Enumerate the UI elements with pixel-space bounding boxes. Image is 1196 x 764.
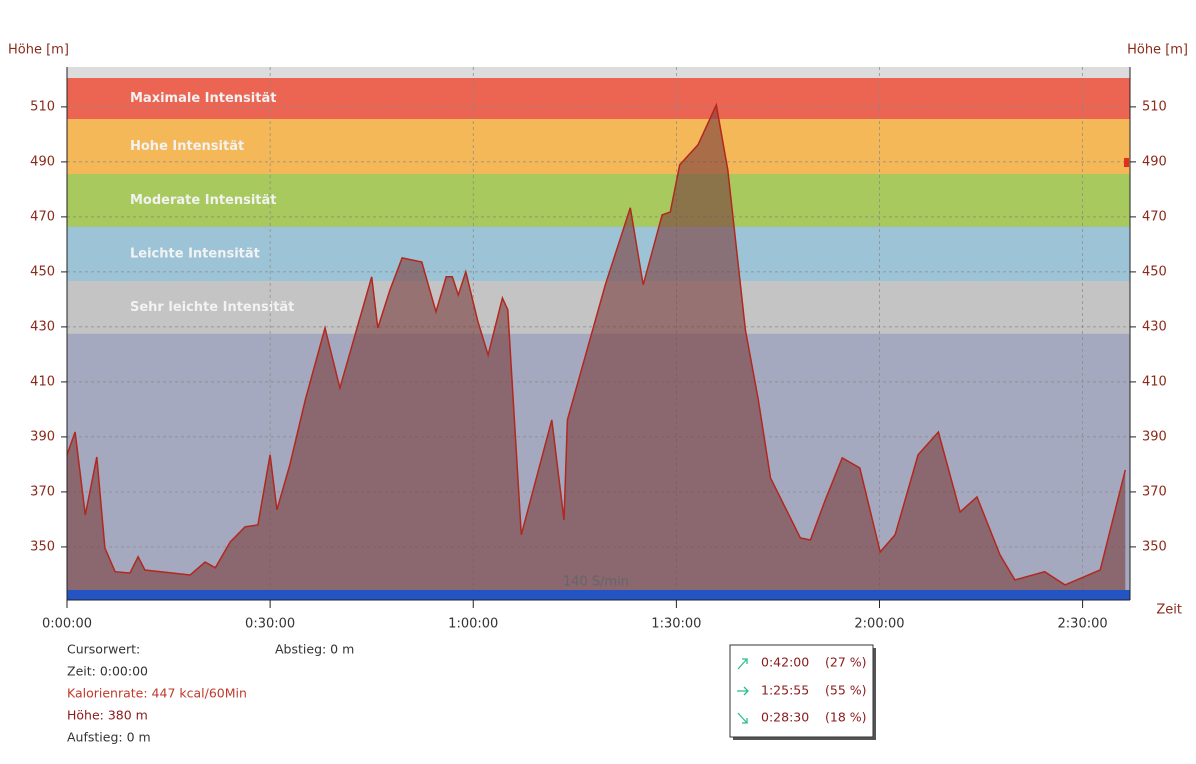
y-tick-label: 370 bbox=[30, 484, 55, 499]
x-tick-label: 1:30:00 bbox=[651, 617, 701, 632]
heart-rate-bar bbox=[67, 590, 1130, 600]
y-tick-label: 470 bbox=[30, 209, 55, 224]
intensity-band bbox=[67, 173, 1130, 227]
y2-tick-label: 410 bbox=[1142, 374, 1167, 389]
y-tick-label: 430 bbox=[30, 319, 55, 334]
info-text: Höhe: 380 m bbox=[67, 708, 148, 723]
y-tick-label: 390 bbox=[30, 429, 55, 444]
x-tick-label: 0:00:00 bbox=[42, 617, 92, 632]
y2-tick-label: 430 bbox=[1142, 319, 1167, 334]
top-strip bbox=[67, 67, 1130, 78]
summary-percent: (55 %) bbox=[825, 683, 867, 698]
y-tick-label: 510 bbox=[30, 99, 55, 114]
info-text: Zeit: 0:00:00 bbox=[67, 664, 148, 679]
intensity-band bbox=[67, 118, 1130, 174]
info-text: Abstieg: 0 m bbox=[275, 642, 354, 657]
y2-tick-label: 350 bbox=[1142, 539, 1167, 554]
y2-tick-label: 450 bbox=[1142, 264, 1167, 279]
x-tick-label: 2:00:00 bbox=[854, 617, 904, 632]
summary-time: 0:28:30 bbox=[761, 710, 809, 725]
band-label: Leichte Intensität bbox=[130, 246, 260, 261]
y2-tick-label: 370 bbox=[1142, 484, 1167, 499]
arrow-icons bbox=[737, 658, 749, 724]
elevation-line bbox=[66, 102, 1127, 586]
info-text: Kalorienrate: 447 kcal/60Min bbox=[67, 686, 247, 701]
y2-axis-label: Höhe [m] bbox=[1127, 43, 1188, 58]
info-text: Aufstieg: 0 m bbox=[67, 730, 151, 745]
band-label: Sehr leichte Intensität bbox=[130, 300, 294, 315]
y-tick-label: 350 bbox=[30, 539, 55, 554]
y2-tick-label: 510 bbox=[1142, 99, 1167, 114]
x-tick-label: 2:30:00 bbox=[1058, 617, 1108, 632]
x-tick-label: 1:00:00 bbox=[448, 617, 498, 632]
y-tick-label: 410 bbox=[30, 374, 55, 389]
y2-tick-label: 390 bbox=[1142, 429, 1167, 444]
x-axis-label: Zeit bbox=[1156, 603, 1182, 618]
band-label: Moderate Intensität bbox=[130, 193, 277, 208]
cursor-marker bbox=[1124, 158, 1129, 167]
summary-percent: (18 %) bbox=[825, 710, 867, 725]
summary-percent: (27 %) bbox=[825, 655, 867, 670]
summary-box bbox=[729, 644, 874, 738]
band-label: Maximale Intensität bbox=[130, 91, 276, 106]
summary-time: 0:42:00 bbox=[761, 655, 809, 670]
elevation-area bbox=[67, 105, 1126, 600]
y2-tick-label: 470 bbox=[1142, 209, 1167, 224]
y2-tick-label: 490 bbox=[1142, 154, 1167, 169]
intensity-band bbox=[67, 226, 1130, 281]
info-text: Cursorwert: bbox=[67, 642, 140, 657]
intensity-band bbox=[67, 78, 1130, 119]
summary-time: 1:25:55 bbox=[761, 683, 809, 698]
y-axis-label: Höhe [m] bbox=[8, 43, 69, 58]
band-label: Hohe Intensität bbox=[130, 139, 244, 154]
y-tick-label: 490 bbox=[30, 154, 55, 169]
bottom-label: 140 S/min bbox=[563, 575, 629, 590]
x-tick-label: 0:30:00 bbox=[245, 617, 295, 632]
y-tick-label: 450 bbox=[30, 264, 55, 279]
